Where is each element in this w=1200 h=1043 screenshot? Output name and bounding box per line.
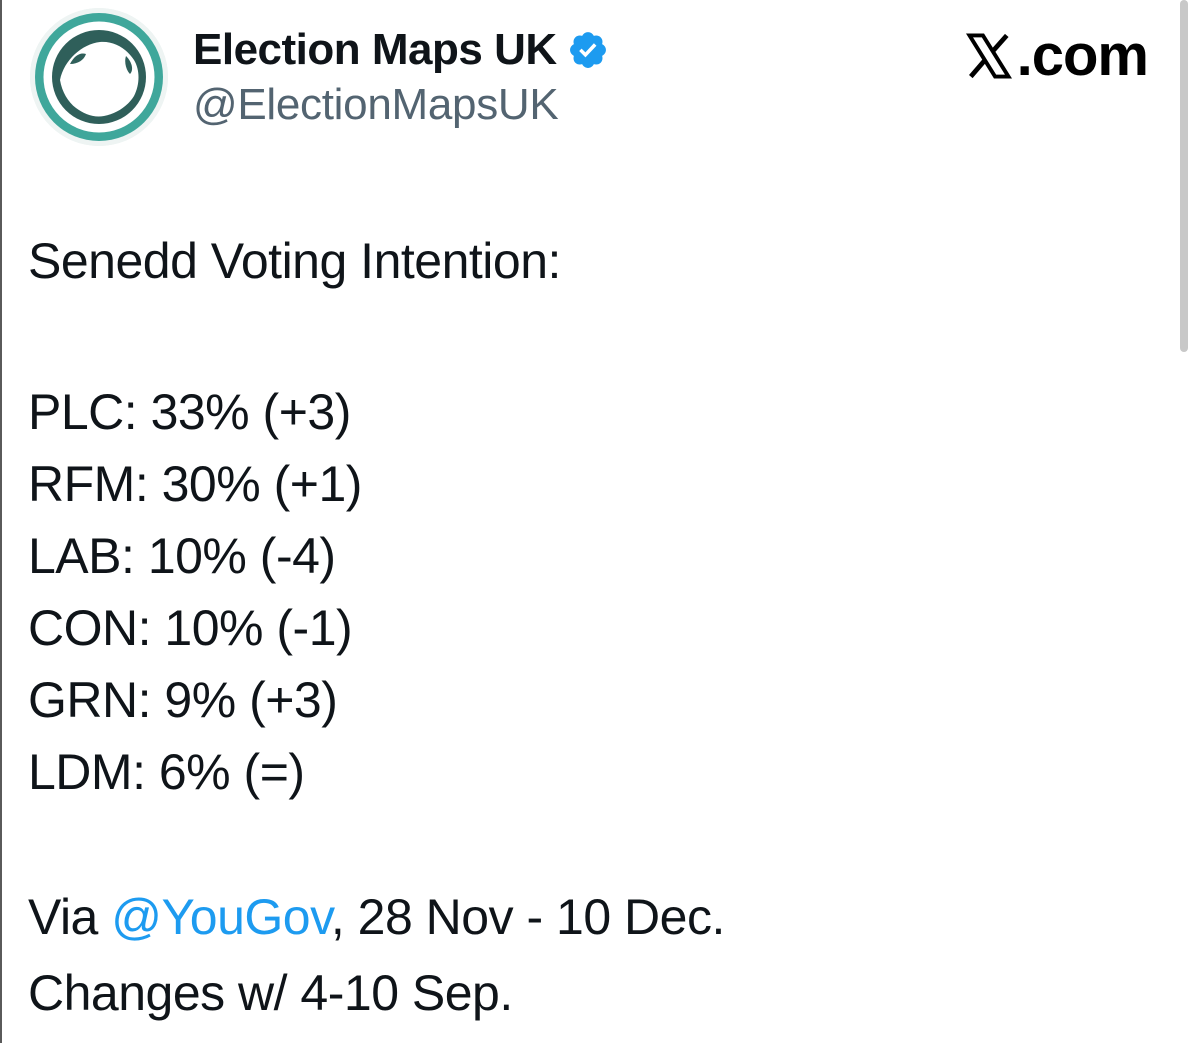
party-share: 30% — [161, 456, 261, 512]
poll-result-row: PLC: 33% (+3) — [28, 384, 352, 440]
source-dates: , 28 Nov - 10 Dec. — [330, 889, 725, 945]
yougov-mention-link[interactable]: @YouGov — [111, 889, 331, 945]
party-share: 10% — [147, 528, 247, 584]
scrollbar[interactable] — [1180, 0, 1188, 352]
party-label: CON — [28, 600, 138, 656]
poll-results-list: PLC: 33% (+3) RFM: 30% (+1) LAB: 10% (-4… — [28, 376, 362, 808]
party-change: (+3) — [262, 384, 352, 440]
brand-domain-text: .com — [1016, 23, 1149, 88]
verified-badge-icon — [567, 29, 609, 71]
window-border — [0, 0, 2, 1043]
x-logo-icon — [963, 30, 1015, 82]
party-change: (+3) — [249, 672, 338, 728]
poll-result-row: LAB: 10% (-4) — [28, 528, 336, 584]
tweet-title: Senedd Voting Intention: — [28, 233, 561, 289]
brand-watermark: .com — [963, 22, 1149, 89]
source-line: Via @YouGov, 28 Nov - 10 Dec. — [28, 886, 725, 948]
globe-logo-icon — [30, 8, 168, 146]
profile-handle[interactable]: @ElectionMapsUK — [193, 80, 559, 129]
party-share: 6% — [158, 744, 231, 800]
party-change: (+1) — [273, 456, 363, 512]
party-share: 9% — [164, 672, 236, 728]
party-share: 33% — [150, 384, 250, 440]
changes-note: Changes w/ 4-10 Sep. — [28, 965, 513, 1021]
party-share: 10% — [164, 600, 263, 656]
party-label: LDM — [28, 744, 133, 800]
party-label: LAB — [28, 528, 122, 584]
poll-result-row: CON: 10% (-1) — [28, 600, 353, 656]
profile-name-row: Election Maps UK — [193, 22, 609, 78]
poll-result-row: LDM: 6% (=) — [28, 744, 306, 800]
source-prefix: Via — [28, 889, 112, 945]
poll-result-row: GRN: 9% (+3) — [28, 672, 338, 728]
party-change: (-1) — [276, 600, 353, 656]
profile-avatar[interactable] — [30, 8, 168, 146]
party-label: RFM — [28, 456, 135, 512]
display-name[interactable]: Election Maps UK — [193, 25, 557, 74]
poll-result-row: RFM: 30% (+1) — [28, 456, 363, 512]
party-change: (-4) — [259, 528, 336, 584]
party-change: (=) — [243, 744, 306, 800]
party-label: GRN — [28, 672, 138, 728]
party-label: PLC — [28, 384, 124, 440]
